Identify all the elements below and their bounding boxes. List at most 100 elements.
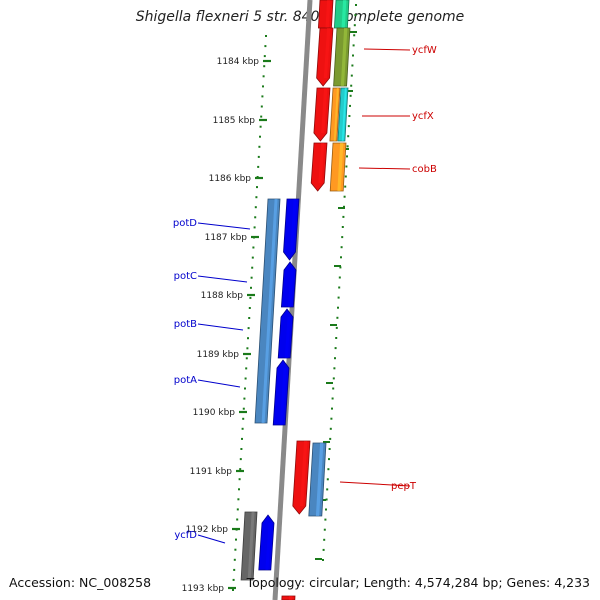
guide-dot xyxy=(334,357,336,360)
gene-block-potD-potA-operon[interactable] xyxy=(254,198,281,424)
gene-block-potD[interactable] xyxy=(283,198,300,261)
gene-features xyxy=(240,0,351,600)
guide-dot xyxy=(341,226,344,228)
gene-label-potA[interactable]: potA xyxy=(174,375,197,386)
gene-block-cobB[interactable] xyxy=(329,142,347,192)
guide-dot xyxy=(331,397,334,400)
guide-dot xyxy=(322,559,324,561)
genome-summary: Topology: circular; Length: 4,574,284 bp… xyxy=(246,575,590,590)
gene-block-ycfD[interactable] xyxy=(258,514,275,571)
guide-dot xyxy=(337,296,340,299)
guide-dot xyxy=(247,327,250,330)
guide-dot xyxy=(248,307,251,309)
gene-block-pepT[interactable] xyxy=(308,442,327,517)
guide-dot xyxy=(263,55,266,58)
guide-dot xyxy=(349,104,351,107)
gene-block-potB[interactable] xyxy=(277,308,294,359)
guide-dot xyxy=(323,528,326,531)
kbp-tick-label: 1185 kbp xyxy=(213,116,256,126)
guide-dot xyxy=(259,125,262,128)
guide-dot xyxy=(344,185,347,188)
gene-label-pepT[interactable]: pepT xyxy=(391,481,417,492)
guide-dot xyxy=(329,427,332,430)
gene-block-red-2[interactable] xyxy=(313,87,331,142)
guide-dot xyxy=(254,206,257,209)
guide-dot xyxy=(236,508,239,511)
guide-dot xyxy=(235,538,237,541)
kbp-tick-label: 1193 kbp xyxy=(182,584,225,594)
guide-dot xyxy=(232,589,234,591)
gene-block-red-3[interactable] xyxy=(310,142,328,192)
guide-dot xyxy=(347,125,350,128)
guide-dot xyxy=(352,44,355,47)
guide-dot xyxy=(237,498,240,501)
guide-dot xyxy=(338,276,341,279)
guide-dot xyxy=(233,558,236,561)
kbp-tick-label: 1188 kbp xyxy=(201,291,244,301)
guide-dot xyxy=(325,508,327,511)
gene-label-ycfW[interactable]: ycfW xyxy=(412,45,437,56)
guide-dot xyxy=(259,135,261,138)
gene-label-cobB[interactable]: cobB xyxy=(412,164,437,175)
gene-block-red-top[interactable] xyxy=(317,0,334,29)
guide-dot xyxy=(343,195,346,198)
guide-dot xyxy=(243,397,246,400)
guide-dot xyxy=(233,568,236,571)
guide-dot xyxy=(344,175,347,178)
gene-block-red-pepT[interactable] xyxy=(292,440,311,515)
guide-dot xyxy=(334,347,337,350)
left-label-leader xyxy=(197,275,248,283)
guide-dot xyxy=(325,498,328,501)
guide-dot xyxy=(251,256,254,259)
guide-dot xyxy=(352,54,354,57)
guide-dot xyxy=(242,407,245,410)
gene-block-ycfW[interactable] xyxy=(333,27,351,87)
gene-block-grey[interactable] xyxy=(240,511,258,581)
guide-dot xyxy=(262,85,264,88)
guide-dot xyxy=(350,74,353,77)
guide-dot xyxy=(349,94,352,97)
guide-dot xyxy=(332,377,335,380)
gene-block-ycfX[interactable] xyxy=(337,87,349,142)
gene-block-potA[interactable] xyxy=(272,359,290,426)
guide-dot xyxy=(260,105,263,108)
kbp-tick-label: 1184 kbp xyxy=(217,57,260,67)
guide-dot xyxy=(337,306,339,309)
gene-block-ycfW-red[interactable] xyxy=(316,27,334,87)
gene-block-potC[interactable] xyxy=(280,261,297,308)
guide-dot xyxy=(336,316,339,319)
guide-dot xyxy=(246,347,249,350)
gene-label-ycfX[interactable]: ycfX xyxy=(412,111,434,122)
guide-dot xyxy=(339,266,342,269)
gene-label-potD[interactable]: potD xyxy=(173,218,197,229)
guide-dot xyxy=(256,186,258,189)
guide-dot xyxy=(327,468,330,471)
kbp-tick-label: 1186 kbp xyxy=(209,174,252,184)
left-label-leader xyxy=(197,379,241,388)
gene-label-potC[interactable]: potC xyxy=(174,271,197,282)
guide-dot xyxy=(238,488,240,491)
gene-block-ycfX-orange[interactable] xyxy=(329,87,341,142)
gene-label-ycfD[interactable]: ycfD xyxy=(174,530,197,541)
guide-dot xyxy=(252,246,255,249)
guide-dot xyxy=(355,4,357,6)
guide-dot xyxy=(343,205,345,208)
gene-block-green-top[interactable] xyxy=(333,0,350,29)
guide-dot xyxy=(322,548,325,551)
guide-dot xyxy=(232,578,235,581)
guide-dot xyxy=(335,326,338,329)
guide-dot xyxy=(340,246,343,249)
guide-dot xyxy=(347,135,350,138)
guide-dot xyxy=(254,216,257,219)
guide-dot xyxy=(257,165,260,168)
guide-dot xyxy=(329,437,332,440)
guide-dot xyxy=(346,155,348,158)
right-label-leader xyxy=(358,167,411,170)
gene-block-red-bottom[interactable] xyxy=(281,595,296,600)
guide-dot xyxy=(342,215,345,218)
gene-label-potB[interactable]: potB xyxy=(174,319,197,330)
guide-dot xyxy=(239,468,242,471)
guide-dot xyxy=(332,387,335,390)
guide-dot xyxy=(255,196,258,199)
guide-dot xyxy=(250,276,253,279)
